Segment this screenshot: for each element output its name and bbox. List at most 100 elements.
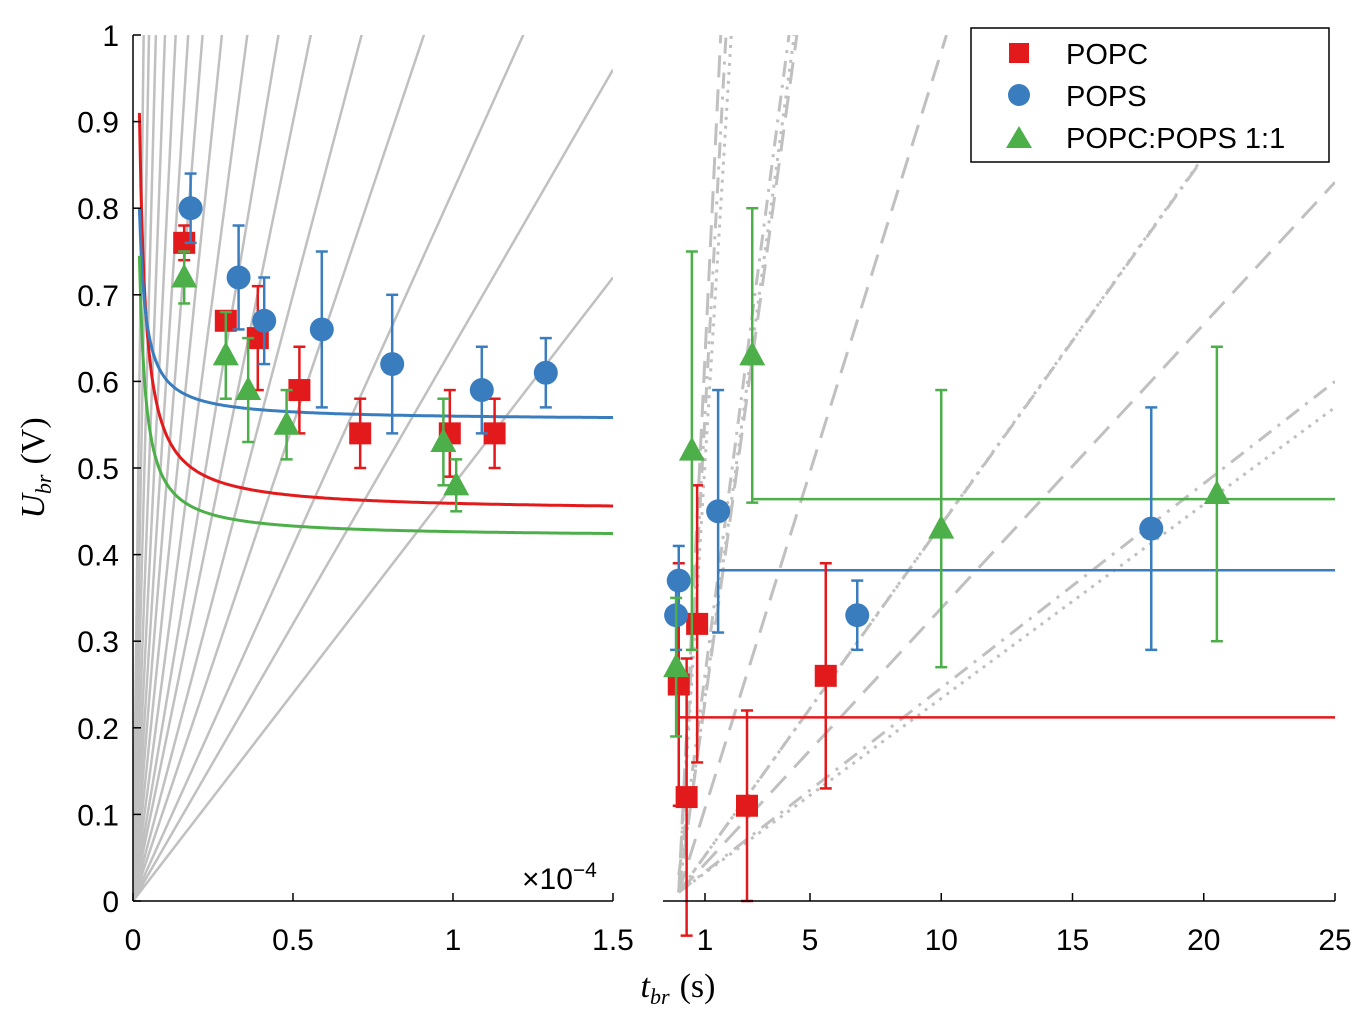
x-label-subscript: br [650,984,670,1009]
x-multiplier: ×10−4 [522,859,597,896]
left-pops-point-2 [252,308,277,333]
left-fit-popc-pops-1-1 [137,255,613,535]
y-tick-label-8: 0.8 [77,193,119,226]
right-pops-point-1 [666,568,691,593]
left-data-points [171,172,558,513]
legend-pops-label: POPS [1066,81,1147,113]
y-tick-label-4: 0.4 [77,540,119,573]
right-popc-pops-1-1-point-4 [1203,479,1230,504]
right-popc-point-0 [667,673,690,696]
right-x-tick-label-5: 25 [1318,924,1351,957]
right-guide-dashed-2 [677,181,1335,894]
legend-popc-marker [1009,43,1029,63]
left-popc-point-6 [483,422,506,445]
right-guide-dashed-3 [677,35,723,893]
right-popc-pops-1-1-point-1 [678,436,705,461]
right-popc-pops-1-1-point-0 [663,653,690,678]
y-label-subscript: br [31,474,56,494]
tick-labels: 00.10.20.30.40.50.60.70.80.910 0.5 1 1.5 1 5 1… [77,20,1351,957]
right-pops-point-2 [706,499,731,524]
right-popc-point-3 [736,794,758,817]
legend-pops-marker [1008,84,1030,106]
left-pops-point-0 [178,196,203,221]
left-popc-point-4 [349,422,372,445]
left-guide-line-9 [133,35,280,901]
right-guide-lines [677,35,1335,894]
right-pops-point-3 [845,603,870,628]
x-axis-label: tbr (s) [641,968,716,1009]
left-x-tick-label-3: 1.5 [592,924,634,957]
legend-box [970,27,1330,163]
right-level-lines [678,497,1335,719]
left-fit-popc [137,112,613,508]
axes [132,35,1335,902]
left-guide-lines [133,35,613,901]
left-guide-line-4 [133,35,177,901]
left-guide-line-6 [133,35,204,901]
right-guide-dotted-11 [677,35,796,893]
left-popc-pops-1-1-point-4 [430,428,457,453]
left-popc-point-3 [288,379,311,402]
legend-mix-marker [1006,126,1032,148]
left-guide-line-2 [133,35,158,901]
right-popc-pops-1-1-point-3 [928,514,955,539]
x-multiplier-base: ×10 [522,863,573,896]
left-fit-curves [137,112,613,535]
left-guide-line-14 [133,69,613,901]
right-popc-point-4 [814,664,837,687]
right-guide-dotted-8 [677,406,1335,894]
left-popc-pops-1-1-point-5 [443,471,470,496]
left-guide-line-12 [133,35,426,901]
left-guide-line-11 [133,35,363,901]
left-x-tick-label-1: 0.5 [272,924,314,957]
left-pops-point-5 [469,378,494,403]
legend-mix-label: POPC:POPS 1:1 [1066,123,1285,155]
left-guide-line-15 [133,276,613,901]
left-popc-pops-1-1-point-1 [212,341,239,366]
y-tick-label-9: 0.9 [77,107,119,140]
left-guide-line-7 [133,35,224,901]
right-x-tick-label-4: 20 [1187,924,1220,957]
legend: POPC POPS POPC:POPS 1:1 [970,27,1330,163]
left-pops-point-3 [309,317,334,342]
left-guide-line-13 [133,35,525,901]
right-popc-point-1 [675,786,698,809]
right-x-tick-label-3: 15 [1056,924,1089,957]
left-guide-line-1 [133,35,151,901]
y-label-unit: (V) [15,417,52,464]
left-pops-point-4 [380,352,405,377]
y-tick-label-2: 0.2 [77,713,119,746]
x-label-unit: (s) [680,968,716,1005]
right-x-tick-label-1: 5 [802,924,819,957]
right-pops-point-4 [1139,516,1164,541]
left-fit-pops [137,208,613,419]
x-multiplier-exponent: −4 [573,859,597,882]
left-guide-line-5 [133,35,190,901]
left-guide-line-10 [133,35,313,901]
left-guide-line-0 [133,35,145,901]
right-guide-dashdot-4 [677,380,1335,894]
right-guide-dashed-1 [677,35,948,893]
left-guide-line-8 [133,35,249,901]
right-x-tick-label-0: 1 [697,924,714,957]
y-tick-label-5: 0.5 [77,453,119,486]
right-x-tick-label-2: 10 [925,924,958,957]
y-tick-label-0: 0 [102,886,119,919]
right-data-points [663,206,1230,937]
left-popc-pops-1-1-point-2 [235,376,262,401]
y-tick-label-10: 1 [102,20,119,53]
left-popc-pops-1-1-point-0 [171,263,198,288]
y-tick-label-3: 0.3 [77,626,119,659]
x-label-symbol: t [641,968,652,1005]
y-axis-label: Ubr (V) [15,417,56,518]
left-x-tick-label-0: 0 [125,924,142,957]
right-popc-point-2 [686,612,709,635]
right-guide-dashdot-5 [677,138,1219,894]
left-popc-pops-1-1-point-3 [273,410,300,435]
y-tick-label-7: 0.7 [77,280,119,313]
legend-popc-label: POPC [1066,39,1148,71]
left-x-tick-label-2: 1 [445,924,462,957]
y-tick-label-6: 0.6 [77,366,119,399]
right-popc-pops-1-1-point-2 [739,341,766,366]
